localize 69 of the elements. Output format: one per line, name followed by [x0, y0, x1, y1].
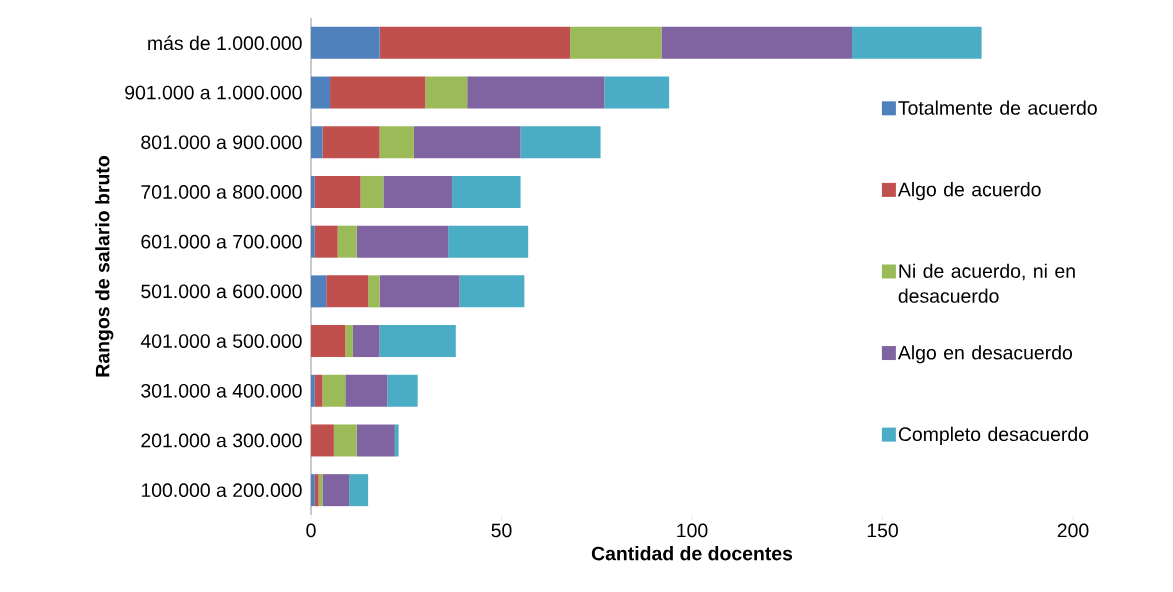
bar — [314, 175, 361, 208]
x-tick-label: 100 — [677, 523, 708, 538]
bar — [448, 225, 529, 258]
bar — [356, 424, 395, 457]
x-tick-label: 0 — [306, 523, 316, 538]
bar — [337, 225, 357, 258]
bar — [368, 275, 380, 308]
bar — [311, 26, 380, 59]
bar — [311, 374, 315, 407]
legend-label: Algo de acuerdo — [897, 182, 1041, 201]
bar — [570, 26, 662, 59]
bar — [379, 275, 460, 308]
legend-label: Ni de acuerdo, ni en desacuerdo — [898, 263, 1075, 303]
legend-label: Algo en desacuerdo — [897, 345, 1072, 364]
bar — [413, 126, 521, 159]
y-axis-title: Rangos de salario bruto — [95, 156, 114, 377]
bar — [467, 76, 605, 109]
bar — [383, 175, 452, 208]
y-tick-label: 201.000 a 300.000 — [141, 433, 302, 448]
bar — [459, 275, 525, 308]
x-tick-label: 200 — [1057, 523, 1089, 538]
bar — [352, 325, 380, 358]
bar — [311, 175, 315, 208]
y-tick-label: 301.000 a 400.000 — [141, 383, 302, 398]
y-tick-label: 901.000 a 1.000.000 — [125, 85, 302, 100]
bar — [314, 225, 338, 258]
bar — [360, 175, 384, 208]
bar — [311, 76, 331, 109]
bar — [345, 374, 388, 407]
bar — [311, 424, 334, 457]
bar — [425, 76, 468, 109]
bar — [326, 275, 369, 308]
bar — [311, 126, 323, 159]
bar — [322, 474, 350, 507]
y-tick-label: 801.000 a 900.000 — [141, 135, 302, 150]
bar — [520, 126, 601, 159]
bar — [394, 424, 399, 457]
x-tick-label: 50 — [491, 523, 512, 538]
y-tick-label: más de 1.000.000 — [148, 35, 302, 51]
bar — [356, 225, 449, 258]
x-axis-title: Cantidad de docentes — [591, 546, 793, 561]
x-tick-label: 150 — [867, 523, 898, 538]
bar — [379, 126, 414, 159]
bar — [387, 374, 418, 407]
legend-label: Completo desacuerdo — [898, 426, 1089, 445]
legend-label: Totalmente de acuerdo — [898, 100, 1097, 115]
bar — [311, 474, 315, 507]
y-tick-label: 401.000 a 500.000 — [140, 334, 302, 348]
y-tick-label: 701.000 a 800.000 — [141, 185, 302, 199]
bar — [661, 26, 853, 59]
bar — [311, 275, 327, 308]
y-tick-label: 601.000 a 700.000 — [141, 234, 302, 249]
bar — [311, 325, 346, 358]
bar — [311, 225, 315, 258]
bar — [451, 175, 521, 208]
bar — [330, 76, 426, 109]
bar — [333, 424, 357, 457]
bar — [345, 325, 353, 358]
bar — [314, 374, 323, 407]
bar — [314, 474, 319, 507]
y-tick-label: 100.000 a 200.000 — [141, 483, 302, 498]
bar — [852, 26, 982, 59]
bar — [379, 26, 571, 59]
bar — [349, 474, 369, 507]
bar — [379, 325, 456, 358]
y-tick-label: 501.000 a 600.000 — [141, 284, 302, 299]
bar — [604, 76, 670, 109]
bar — [322, 374, 346, 407]
bar — [322, 126, 380, 159]
